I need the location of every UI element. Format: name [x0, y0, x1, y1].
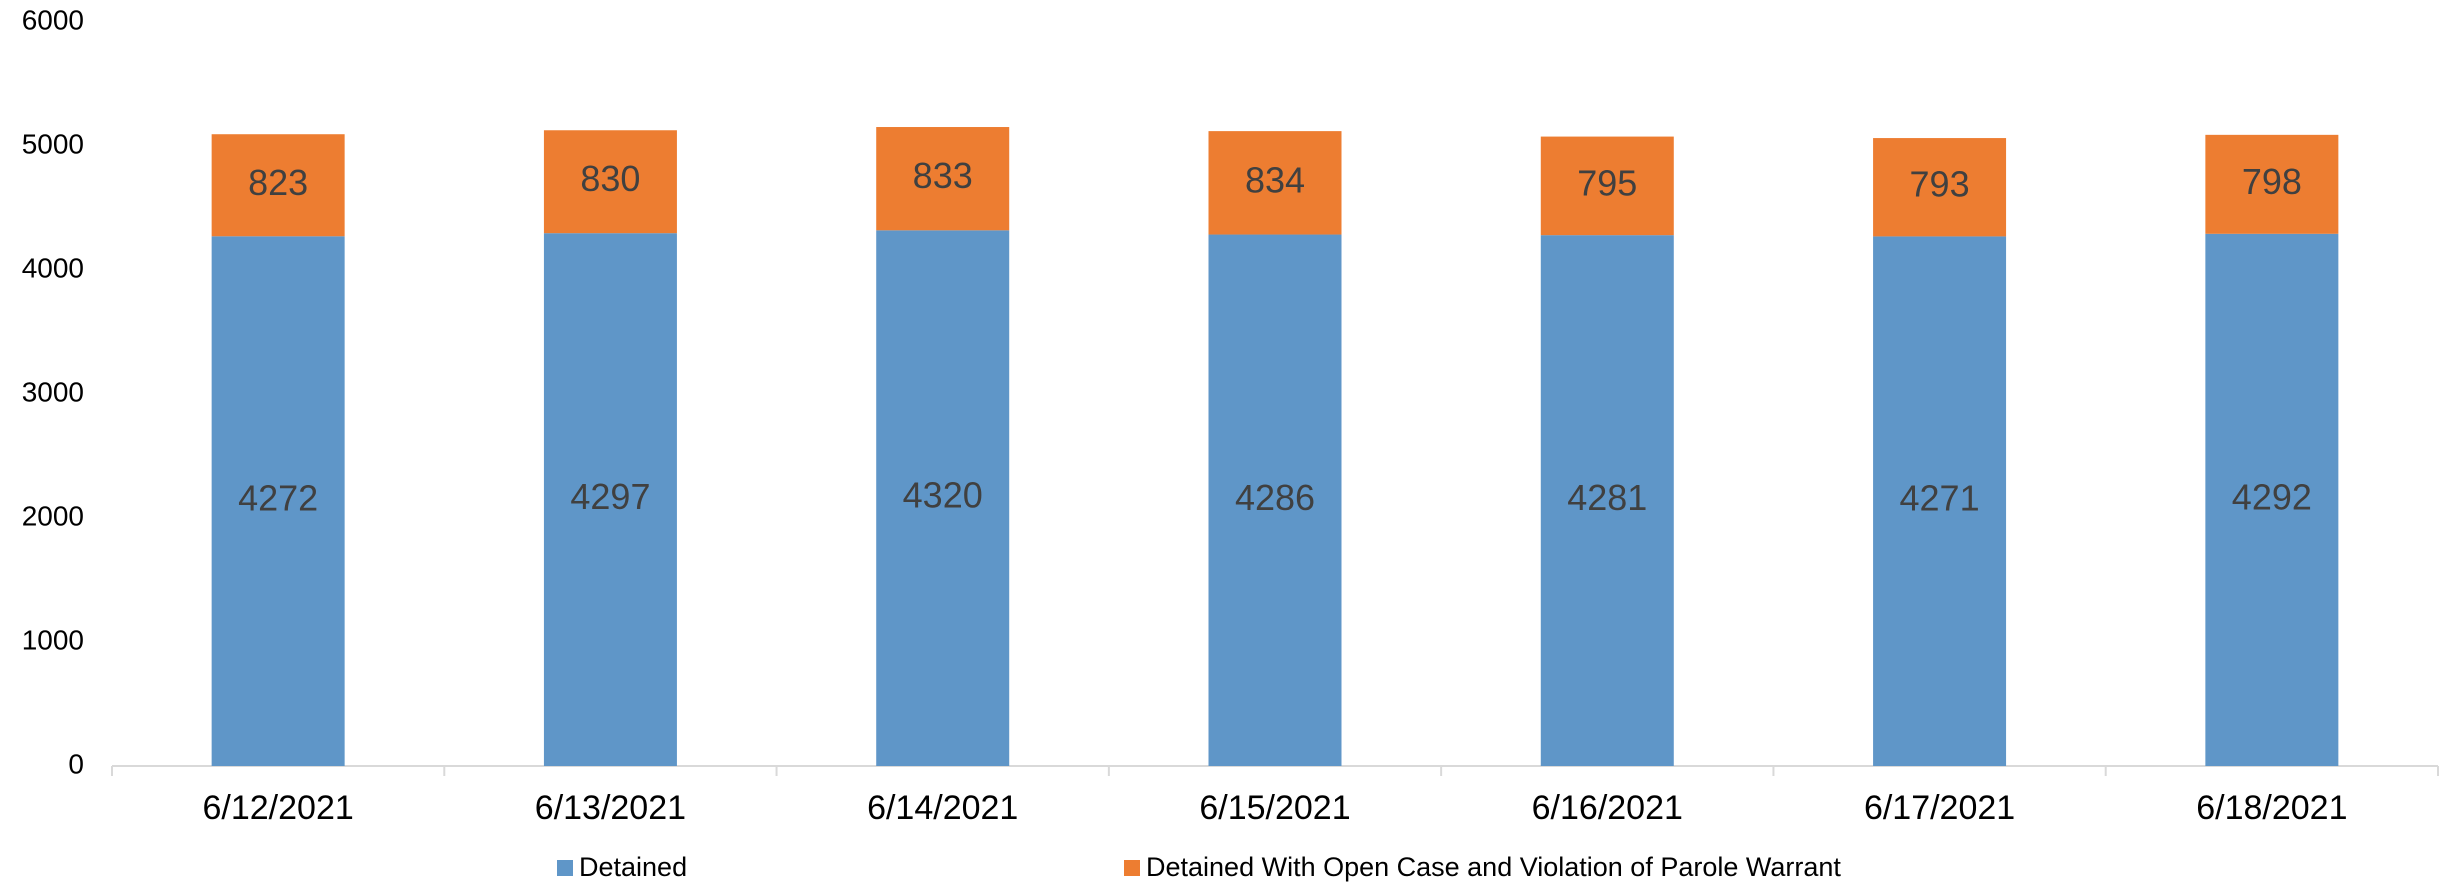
y-tick-label: 1000 — [22, 624, 84, 655]
data-label: 4292 — [2232, 476, 2312, 517]
bar-segment — [1208, 234, 1342, 766]
y-tick-label: 2000 — [22, 500, 84, 531]
legend-swatch — [557, 860, 573, 876]
y-tick-label: 3000 — [22, 376, 84, 407]
data-label: 4281 — [1567, 477, 1647, 518]
bar-segment — [876, 127, 1010, 231]
legend-swatch — [1124, 860, 1140, 876]
x-tick-label: 6/18/2021 — [2196, 789, 2347, 827]
y-tick-label: 5000 — [22, 128, 84, 159]
data-label: 4272 — [238, 478, 318, 519]
data-label: 795 — [1577, 162, 1637, 203]
x-tick-label: 6/16/2021 — [1532, 789, 1683, 827]
bar-segment — [211, 134, 345, 237]
data-label: 833 — [913, 155, 973, 196]
bar-segment — [1873, 138, 2007, 237]
data-label: 4297 — [570, 476, 650, 517]
data-label: 4271 — [1900, 478, 1980, 519]
x-tick-label: 6/17/2021 — [1864, 789, 2015, 827]
bar-segment — [1540, 136, 1674, 236]
bar-segment — [1208, 131, 1342, 235]
data-label: 830 — [580, 158, 640, 199]
bar-segment — [1540, 235, 1674, 766]
x-tick-label: 6/12/2021 — [203, 789, 354, 827]
y-tick-label: 6000 — [22, 4, 84, 35]
bar-segment — [543, 130, 677, 234]
legend-label: Detained With Open Case and Violation of… — [1146, 852, 1841, 882]
y-tick-label: 0 — [68, 748, 84, 779]
data-label: 793 — [1910, 164, 1970, 205]
data-label: 834 — [1245, 159, 1305, 200]
data-label: 4286 — [1235, 477, 1315, 518]
bar-segment — [2205, 233, 2339, 767]
bar-segment — [211, 236, 345, 767]
x-tick-label: 6/13/2021 — [535, 789, 686, 827]
x-tick-label: 6/14/2021 — [867, 789, 1018, 827]
x-tick-label: 6/15/2021 — [1199, 789, 1350, 827]
bar-segment — [876, 230, 1010, 766]
data-label: 4320 — [903, 475, 983, 516]
y-tick-label: 4000 — [22, 252, 84, 283]
data-label: 798 — [2242, 161, 2302, 202]
bar-segment — [2205, 134, 2339, 234]
bar-segment — [1873, 236, 2007, 766]
legend-label: Detained — [579, 852, 687, 882]
bar-segment — [543, 233, 677, 766]
data-label: 823 — [248, 162, 308, 203]
